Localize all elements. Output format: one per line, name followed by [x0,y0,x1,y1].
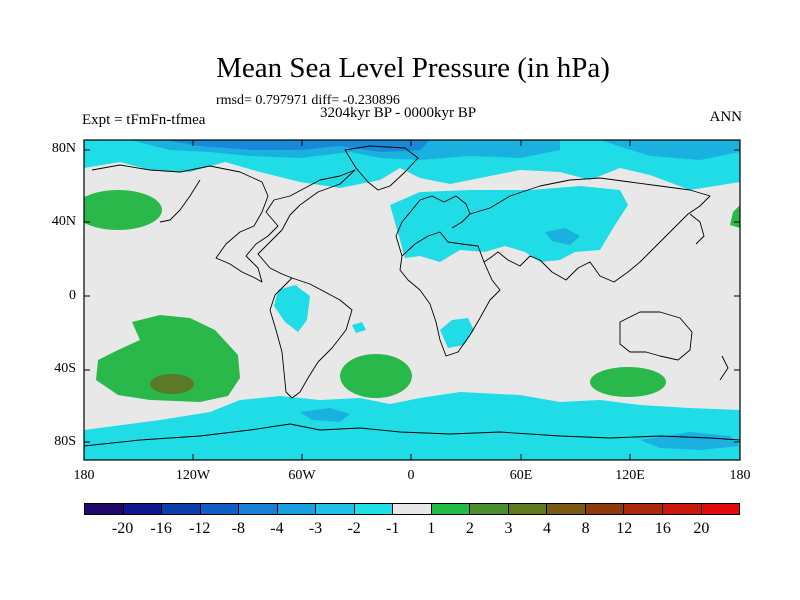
colorbar-label: -3 [308,520,323,537]
time-period-label: 3204kyr BP - 0000kyr BP [320,105,477,121]
arctic-east-patch [600,140,740,160]
north-pacific-positive-region [84,190,162,230]
colorbar [84,503,740,515]
colorbar-label: -16 [150,520,172,537]
lon-label-60w: 60W [288,468,316,483]
southern-ocean-deeper-patch [300,408,350,422]
north-america-coastline [91,164,356,283]
lon-label-120e: 120E [615,468,645,483]
colorbar-label: 2 [465,520,474,537]
colorbar-box-2 [162,504,201,514]
colorbar-label: -1 [386,520,400,537]
lon-label-60e: 60E [509,468,533,483]
australia-coastline [619,311,693,361]
south-pacific-strong-positive-core [150,374,194,394]
antarctica-coastline [84,423,740,447]
colorbar-box-10 [470,504,509,514]
colorbar-label: -2 [347,520,361,537]
colorbar-box-4 [239,504,278,514]
colorbar-box-14 [624,504,663,514]
south-pacific-positive-region [96,315,240,402]
colorbar-box-9 [431,504,471,514]
colorbar-box-12 [547,504,586,514]
lat-label-40n: 40N [51,214,76,229]
experiment-label: Expt = tFmFn-tfmea [82,112,206,128]
lat-label-0: 0 [69,288,76,303]
chart-title: Mean Sea Level Pressure (in hPa) [216,52,610,84]
coastlines [84,145,740,447]
colorbar-label: 16 [654,520,671,537]
colorbar-box-11 [508,504,548,514]
colorbar-label: 4 [543,520,552,537]
arctic-deepest-region [165,140,430,152]
colorbar-box-16 [701,504,740,514]
lat-label-40s: 40S [54,361,76,376]
atlantic-small-negative-patch [352,322,366,333]
southern-ocean-negative-band [84,392,740,460]
colorbar-label: -4 [270,520,284,537]
greenland-coastline [344,145,419,191]
axis-ticks [84,140,740,460]
south-atlantic-positive-region [340,354,412,398]
colorbar-box-3 [200,504,240,514]
colorbar-label: -8 [231,520,245,537]
africa-negative-patch [440,318,474,348]
lon-label-120w: 120W [175,468,211,483]
south-america-coastline [269,277,353,399]
lat-label-80s: 80S [54,434,76,449]
colorbar-label: -12 [189,520,211,537]
colorbar-label: 3 [504,520,513,537]
lon-label-180e: 180 [729,468,751,483]
colorbar-box-6 [316,504,355,514]
colorbar-box-1 [123,504,163,514]
south-america-negative-patch [274,285,310,332]
south-indian-positive-region [590,367,666,397]
colorbar-box-8 [393,504,432,514]
japan-coastline [689,213,705,245]
colorbar-box-13 [585,504,625,514]
colorbar-label: 8 [581,520,590,537]
colorbar-label: -20 [111,520,134,537]
lat-label-80n: 80N [51,141,76,156]
colorbar-box-5 [277,504,317,514]
season-label: ANN [709,109,743,125]
new-zealand-coastline [719,355,729,381]
lon-label-0: 0 [407,468,415,483]
colorbar-label: 20 [693,520,710,537]
lon-label-180w: 180 [73,468,95,483]
colorbar-label: 1 [427,520,436,537]
anomaly-shading [84,140,740,460]
colorbar-box-0 [85,504,124,514]
map-frame [83,139,741,461]
eurasia-deeper-patch [545,228,580,245]
colorbar-label: 12 [616,520,633,537]
rmsd-diff-stats: rmsd= 0.797971 diff= -0.230896 [216,93,400,108]
europe-africa-coastline [395,195,501,357]
colorbar-box-7 [354,504,394,514]
colorbar-box-15 [662,504,702,514]
asia-coastline [469,177,711,283]
